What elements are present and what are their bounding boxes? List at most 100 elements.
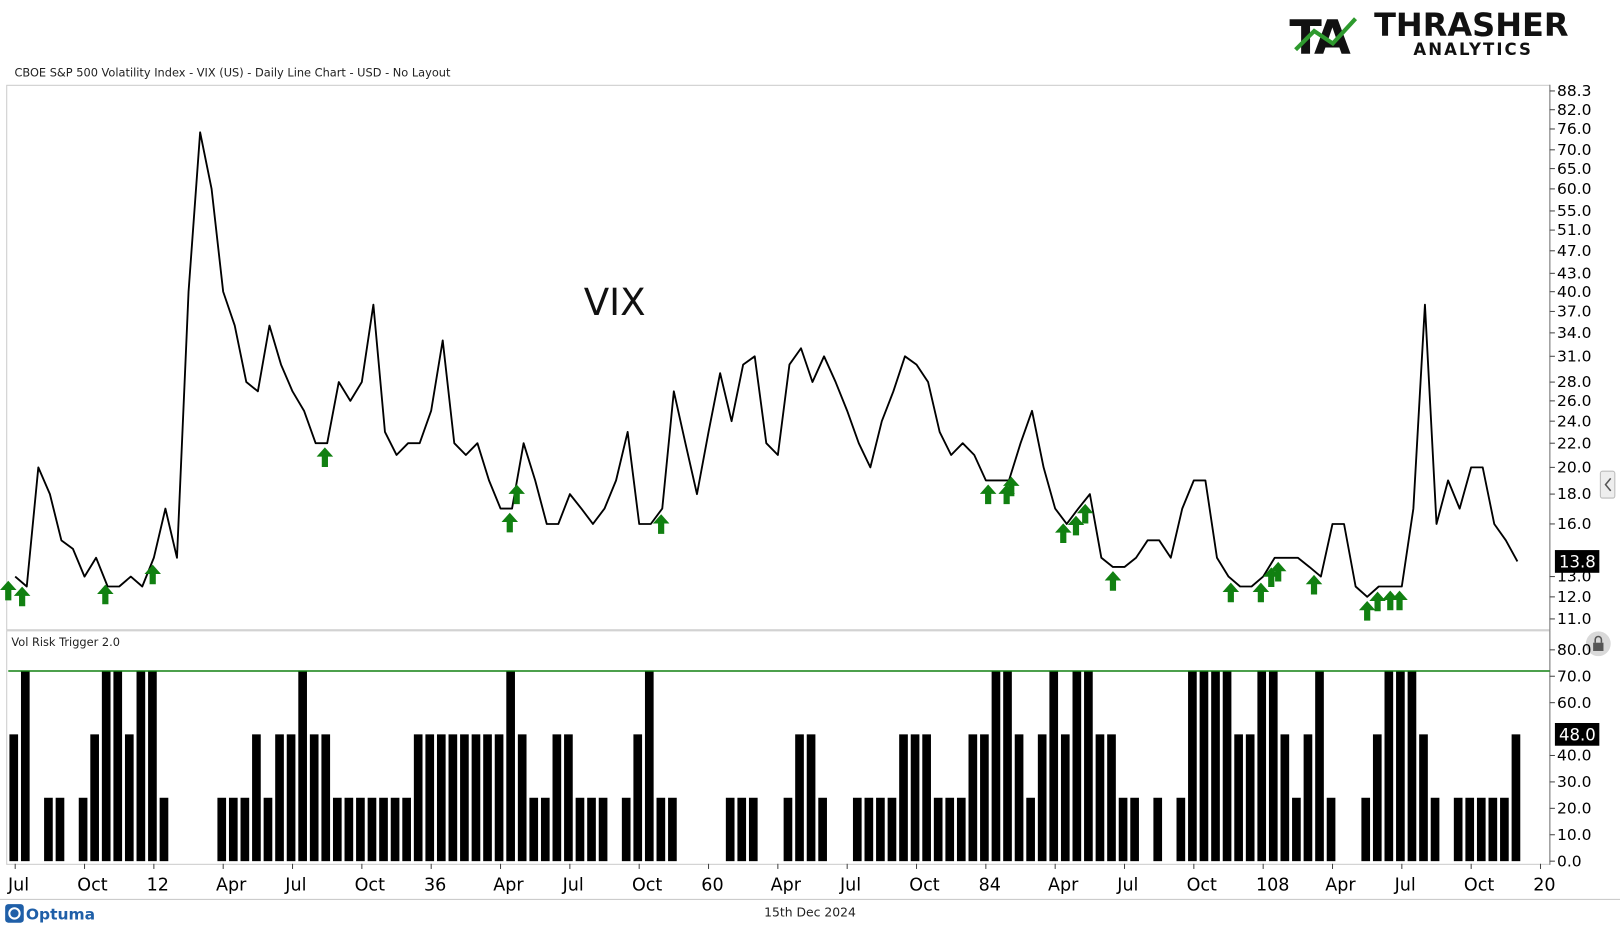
brand-icon: [5, 904, 24, 923]
brand-icon-ring: [8, 907, 21, 920]
trigger-bar: [1303, 734, 1313, 862]
trigger-bar: [263, 797, 273, 862]
x-tick-label: Jul: [562, 876, 584, 896]
trigger-bar: [1292, 797, 1301, 862]
trigger-bar: [1488, 797, 1498, 862]
trigger-bar: [124, 734, 134, 862]
y-tick-label: 70.0: [1557, 141, 1591, 159]
signal-arrow: [1003, 476, 1020, 497]
x-tick-label: Jul: [1394, 876, 1416, 896]
trigger-bar: [1072, 670, 1082, 862]
trigger-bar: [795, 734, 804, 862]
trigger-bar: [1153, 797, 1163, 862]
trigger-bar: [737, 797, 747, 862]
y-tick-label: 40.0: [1557, 283, 1591, 301]
logo-swoosh: [1294, 17, 1358, 52]
trigger-bar: [910, 734, 920, 862]
trigger-bar: [240, 797, 250, 862]
trigger-bar: [980, 734, 989, 862]
x-tick-label: 12: [147, 876, 169, 896]
trigger-bar: [413, 734, 423, 862]
x-tick-label: Oct: [355, 876, 385, 896]
trigger-bar: [1419, 734, 1428, 862]
trigger-bar: [1245, 734, 1255, 862]
lock-body: [1593, 642, 1604, 651]
trigger-bar: [1315, 670, 1324, 862]
trigger-bar: [564, 734, 573, 862]
x-tick-label: Oct: [77, 876, 107, 896]
trigger-bar: [1095, 734, 1105, 862]
trigger-bar: [1372, 734, 1382, 862]
trigger-bar: [587, 797, 596, 862]
x-tick-label: Oct: [1187, 876, 1217, 896]
x-tick-label: Apr: [771, 876, 802, 896]
trigger-bar: [159, 797, 169, 862]
trigger-bar: [1280, 734, 1290, 862]
logo: TA THRASHER ANALYTICS: [1289, 6, 1569, 66]
trigger-bar: [1407, 670, 1417, 862]
y-tick-label: 82.0: [1557, 101, 1591, 119]
trigger-bar: [20, 670, 30, 862]
trigger-bar: [148, 670, 157, 862]
trigger-bar: [1430, 797, 1440, 862]
y-tick-label: 37.0: [1557, 303, 1591, 321]
signal-arrow: [1369, 591, 1386, 612]
y-tick-label: 16.0: [1557, 515, 1591, 533]
trigger-bar: [991, 670, 1001, 862]
y-tick-label: 28.0: [1557, 373, 1591, 391]
trigger-bar: [656, 797, 666, 862]
trigger-bar: [506, 670, 515, 862]
signal-arrow: [1305, 574, 1323, 595]
trigger-bar: [968, 734, 978, 862]
y-tick-label: 55.0: [1557, 202, 1591, 220]
signal-arrow: [1076, 503, 1094, 524]
trigger-bar: [540, 797, 550, 862]
x-tick-label: Jul: [284, 876, 306, 896]
trigger-bar: [956, 797, 966, 862]
x-tick-label: Apr: [1325, 876, 1356, 896]
y-tick-label: 0.0: [1557, 852, 1582, 870]
trigger-bar: [922, 734, 931, 862]
y-tick-label: 70.0: [1557, 667, 1591, 685]
signal-arrow: [1358, 601, 1376, 621]
y-tick-label: 18.0: [1557, 485, 1591, 503]
signal-arrow: [1269, 561, 1287, 582]
signal-arrow: [97, 584, 114, 605]
trigger-bar: [55, 797, 65, 862]
y-tick-label: 47.0: [1557, 242, 1591, 260]
trigger-bar: [321, 734, 331, 862]
trigger-bar: [852, 797, 862, 862]
trigger-bar: [1268, 670, 1278, 862]
trigger-bar: [725, 797, 735, 862]
trigger-bar: [436, 734, 446, 862]
trigger-bar: [748, 797, 758, 862]
signal-arrow: [1067, 515, 1085, 536]
vix-line: [14, 131, 1519, 598]
logo-sub: ANALYTICS: [1413, 40, 1533, 59]
trigger-bar: [1118, 797, 1128, 862]
trigger-bar: [1396, 670, 1405, 862]
y-tick-label: 40.0: [1557, 747, 1591, 765]
x-tick-label: Jul: [7, 876, 29, 896]
x-tick-label: 20: [1533, 876, 1555, 896]
trigger-bar: [783, 797, 793, 862]
signal-arrow: [652, 514, 670, 534]
trigger-bar: [1222, 670, 1232, 862]
footer-date: 15th Dec 2024: [764, 904, 856, 919]
trigger-bar: [1384, 670, 1394, 862]
trigger-bar: [529, 797, 539, 862]
trigger-bar: [1026, 797, 1035, 862]
y-tick-label: 34.0: [1557, 324, 1591, 342]
trigger-bar: [876, 797, 885, 862]
trigger-bar: [113, 670, 123, 862]
trigger-bar: [136, 670, 146, 862]
side-tab[interactable]: [1599, 470, 1616, 499]
trigger-bar: [887, 797, 897, 862]
y-tick-label: 65.0: [1557, 160, 1591, 178]
y-tick-label: 22.0: [1557, 434, 1591, 452]
logo-name: THRASHER: [1374, 6, 1569, 44]
y-tick-label: 24.0: [1557, 412, 1591, 430]
x-tick-label: 60: [701, 876, 723, 896]
trigger-bar: [78, 797, 88, 862]
